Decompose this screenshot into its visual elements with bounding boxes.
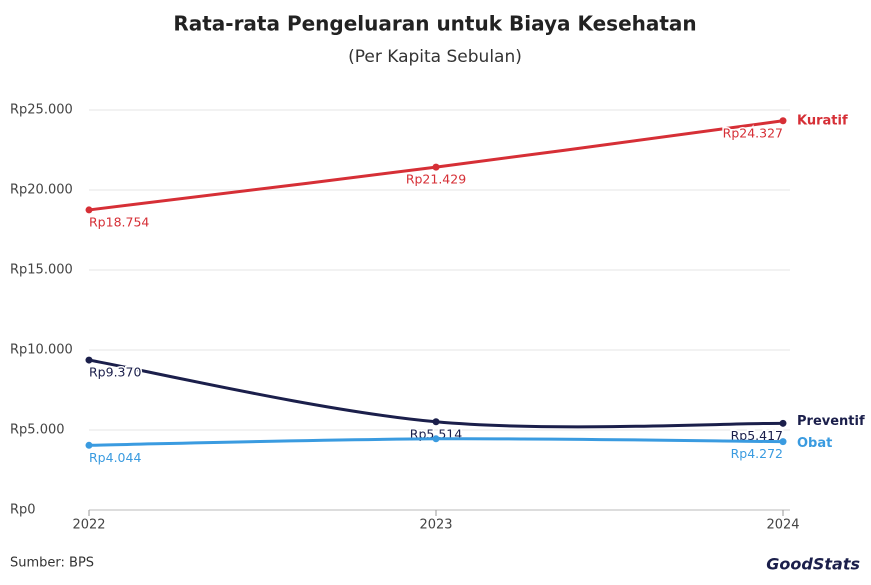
y-tick-label: Rp5.000 — [10, 423, 65, 438]
y-tick-label: Rp0 — [10, 503, 36, 518]
point — [779, 117, 787, 125]
value-label: Rp18.754 — [89, 214, 149, 229]
point — [85, 441, 93, 449]
legend-label: Preventif — [797, 414, 865, 429]
point — [432, 418, 440, 426]
legend-label: Obat — [797, 436, 832, 451]
x-tick-label: 2023 — [419, 518, 452, 533]
legend-label: Kuratif — [797, 113, 848, 128]
logo: GoodStats — [766, 555, 860, 574]
y-tick-label: Rp10.000 — [10, 343, 73, 358]
point — [85, 206, 93, 214]
point — [779, 419, 787, 427]
point — [432, 435, 440, 443]
value-label: Rp9.370 — [89, 365, 141, 380]
point — [432, 163, 440, 171]
point — [779, 438, 787, 446]
value-label: Rp4.044 — [89, 450, 141, 465]
x-tick-label: 2024 — [766, 518, 799, 533]
value-label: Rp4.272 — [731, 446, 783, 461]
chart-subtitle: (Per Kapita Sebulan) — [348, 47, 522, 67]
value-label: Rp24.327 — [723, 125, 783, 140]
chart-title: Rata-rata Pengeluaran untuk Biaya Keseha… — [173, 12, 696, 36]
y-tick-label: Rp15.000 — [10, 263, 73, 278]
source: Sumber: BPS — [10, 556, 94, 571]
point — [85, 356, 93, 364]
line — [88, 358, 784, 429]
y-tick-label: Rp20.000 — [10, 183, 73, 198]
value-label: Rp21.429 — [406, 172, 466, 187]
x-tick-label: 2022 — [72, 518, 105, 533]
y-tick-label: Rp25.000 — [10, 103, 73, 118]
